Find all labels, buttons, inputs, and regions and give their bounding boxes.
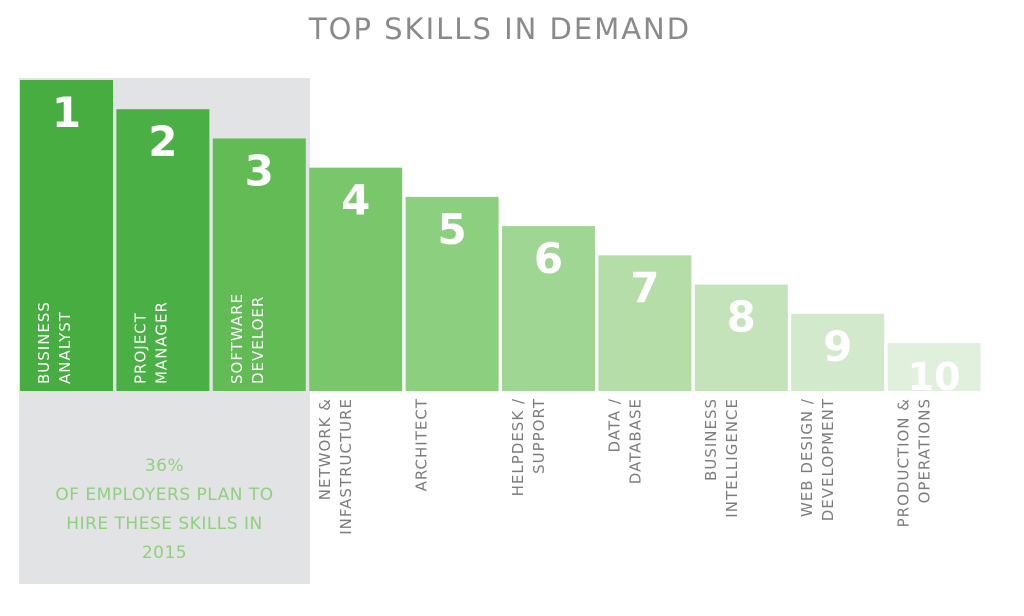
category-label-9-line-1: WEB DESIGN / [798, 398, 816, 517]
category-label-10-line-1: PRODUCTION & [895, 398, 913, 527]
category-label-1-line-1: BUSINESS [35, 301, 53, 384]
category-label-5-line-1: ARCHITECT [413, 398, 431, 491]
category-label-4-line-1: NETWORK & [316, 398, 334, 500]
category-label-7-line-2: DATABASE [626, 398, 644, 484]
rank-number-3: 3 [245, 146, 274, 195]
category-label-3-line-1: SOFTWARE [228, 293, 246, 384]
callout-text: 36% OF EMPLOYERS PLAN TO HIRE THESE SKIL… [19, 452, 310, 568]
rank-number-1: 1 [52, 88, 81, 137]
bar-rank-7 [598, 255, 692, 391]
bar-rank-1 [20, 80, 113, 391]
bar-rank-4 [309, 167, 403, 391]
callout-line-year: 2015 [141, 543, 188, 563]
category-label-1-line-2: ANALYST [56, 311, 74, 384]
rank-number-8: 8 [727, 293, 756, 342]
rank-number-6: 6 [534, 234, 563, 283]
rank-number-5: 5 [437, 205, 466, 254]
bar-rank-6 [502, 226, 595, 391]
category-label-8-line-1: BUSINESS [702, 398, 720, 481]
bar-rank-10 [887, 343, 981, 391]
category-label-2-line-1: PROJECT [131, 312, 149, 384]
category-label-6-line-2: SUPPORT [530, 398, 548, 474]
rank-number-10: 10 [908, 355, 961, 399]
bar-rank-5 [405, 196, 499, 391]
category-label-9-line-2: DEVELOPMENT [819, 398, 837, 521]
category-label-3-line-2: DEVELOER [249, 296, 267, 384]
bar-rank-3 [212, 138, 306, 391]
category-label-2-line-2: MANAGER [152, 301, 170, 384]
bar-rank-9 [791, 313, 885, 391]
bar-rank-8 [694, 284, 788, 391]
callout-line-2: HIRE THESE SKILLS IN [66, 514, 263, 534]
rank-number-4: 4 [341, 176, 370, 225]
rank-number-9: 9 [823, 322, 852, 371]
category-label-4-line-2: INFASTRUCTURE [337, 398, 355, 535]
category-label-10-line-2: OPERATIONS [916, 398, 934, 503]
category-label-6-line-1: HELPDESK / [509, 398, 527, 496]
callout-line-1: OF EMPLOYERS PLAN TO [55, 485, 274, 505]
callout-line-percent: 36% [144, 456, 185, 476]
rank-number-7: 7 [630, 263, 659, 312]
bar-rank-2 [116, 109, 210, 391]
category-label-7-line-1: DATA / [605, 398, 623, 452]
category-label-8-line-2: INTELLIGENCE [723, 398, 741, 518]
rank-number-2: 2 [148, 117, 177, 166]
chart-title: TOP SKILLS IN DEMAND [308, 12, 692, 46]
